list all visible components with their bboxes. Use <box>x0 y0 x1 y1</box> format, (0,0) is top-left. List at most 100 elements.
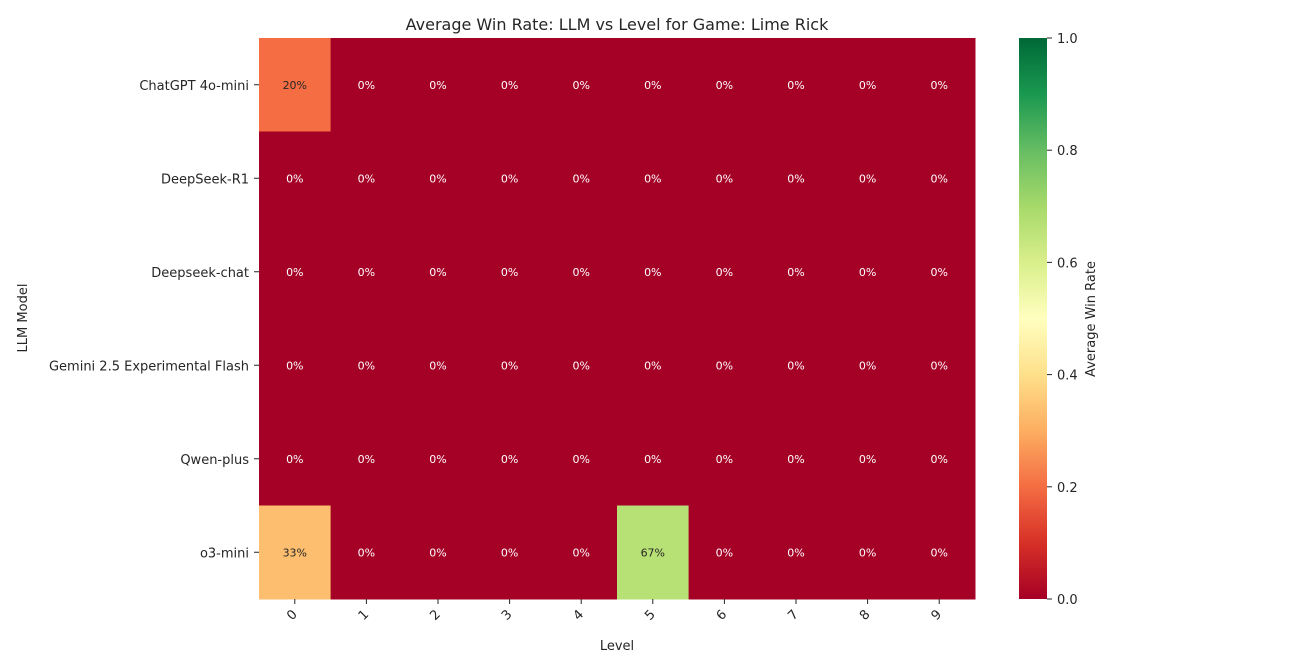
cell-value-label: 0% <box>644 172 661 185</box>
heatmap-cells <box>259 38 976 600</box>
heatmap-cell <box>402 505 475 600</box>
heatmap-cell <box>903 38 976 132</box>
heatmap-cell <box>688 318 761 413</box>
heatmap-cell <box>688 131 761 226</box>
cell-value-label: 0% <box>429 172 446 185</box>
heatmap-cell-labels: 20% 0% 0% 0% 0% 0% 0% 0% 0% 0% 0% 0% 0% 0% 0% 0% 0% 0% 0% 0… <box>283 79 948 560</box>
heatmap-cell <box>330 131 403 226</box>
heatmap-cell <box>545 38 618 132</box>
cell-value-label: 0% <box>859 359 876 372</box>
cell-value-label: 0% <box>644 79 661 92</box>
cell-value-label: 0% <box>930 359 947 372</box>
y-tick-label: DeepSeek-R1 <box>161 172 249 187</box>
heatmap-cell <box>760 505 833 600</box>
cell-value-label: 0% <box>286 359 303 372</box>
chart-title: Average Win Rate: LLM vs Level for Game:… <box>406 15 829 34</box>
colorbar: 0.0 0.2 0.4 0.6 0.8 1.0 Average Win Rate <box>1019 32 1099 608</box>
heatmap-cell <box>831 225 904 319</box>
cell-value-label: 0% <box>429 266 446 279</box>
cell-value-label: 0% <box>358 266 375 279</box>
heatmap-cell <box>617 505 690 600</box>
cell-value-label: 20% <box>283 79 307 92</box>
heatmap-cell <box>617 318 690 413</box>
heatmap-cell <box>688 38 761 132</box>
y-tick-label: Gemini 2.5 Experimental Flash <box>49 359 249 374</box>
heatmap-cell <box>545 131 618 226</box>
cell-value-label: 0% <box>716 79 733 92</box>
cell-value-label: 0% <box>859 172 876 185</box>
cell-value-label: 0% <box>859 79 876 92</box>
heatmap-cell <box>617 131 690 226</box>
heatmap-cell <box>545 505 618 600</box>
cell-value-label: 0% <box>930 453 947 466</box>
x-tick-label: 7 <box>785 607 801 623</box>
heatmap-cell <box>259 38 332 132</box>
colorbar-tick-label: 0.2 <box>1057 481 1078 496</box>
heatmap-cell <box>330 412 403 506</box>
heatmap-cell <box>688 412 761 506</box>
y-axis-ticks: ChatGPT 4o-mini DeepSeek-R1 Deepseek-chat G… <box>49 79 259 561</box>
heatmap-cell <box>617 412 690 506</box>
cell-value-label: 0% <box>930 79 947 92</box>
colorbar-gradient <box>1019 38 1047 599</box>
heatmap-cell <box>903 505 976 600</box>
cell-value-label: 0% <box>286 266 303 279</box>
colorbar-tick-label: 1.0 <box>1057 32 1078 47</box>
x-tick-label: 6 <box>714 607 730 623</box>
heatmap-cell <box>688 225 761 319</box>
colorbar-tick-label: 0.8 <box>1057 144 1078 159</box>
heatmap-cell <box>473 131 546 226</box>
cell-value-label: 0% <box>572 546 589 559</box>
cell-value-label: 0% <box>787 453 804 466</box>
heatmap-cell <box>831 412 904 506</box>
cell-value-label: 0% <box>286 172 303 185</box>
x-tick-label: 3 <box>499 607 515 623</box>
cell-value-label: 0% <box>572 359 589 372</box>
heatmap-cell <box>760 412 833 506</box>
heatmap-cell <box>473 225 546 319</box>
cell-value-label: 0% <box>859 546 876 559</box>
heatmap-cell <box>402 318 475 413</box>
heatmap-cell <box>473 318 546 413</box>
x-tick-label: 5 <box>642 607 658 623</box>
heatmap-cell <box>617 225 690 319</box>
cell-value-label: 0% <box>644 359 661 372</box>
cell-value-label: 0% <box>716 172 733 185</box>
cell-value-label: 0% <box>859 453 876 466</box>
cell-value-label: 0% <box>501 266 518 279</box>
cell-value-label: 67% <box>641 546 665 559</box>
cell-value-label: 0% <box>787 359 804 372</box>
heatmap-cell <box>330 38 403 132</box>
heatmap-cell <box>330 505 403 600</box>
heatmap-cell <box>330 318 403 413</box>
cell-value-label: 0% <box>787 79 804 92</box>
heatmap-cell <box>831 131 904 226</box>
x-tick-label: 8 <box>857 607 873 623</box>
cell-value-label: 0% <box>787 266 804 279</box>
x-axis-ticks: 0 1 2 3 4 5 6 7 8 9 <box>284 599 945 624</box>
cell-value-label: 0% <box>930 172 947 185</box>
cell-value-label: 0% <box>501 79 518 92</box>
cell-value-label: 0% <box>787 546 804 559</box>
x-tick-label: 1 <box>356 607 372 623</box>
cell-value-label: 0% <box>501 359 518 372</box>
cell-value-label: 0% <box>572 266 589 279</box>
heatmap-cell <box>259 225 332 319</box>
cell-value-label: 0% <box>716 266 733 279</box>
cell-value-label: 0% <box>358 79 375 92</box>
heatmap-cell <box>903 131 976 226</box>
heatmap-cell <box>831 505 904 600</box>
cell-value-label: 0% <box>501 172 518 185</box>
heatmap-cell <box>903 318 976 413</box>
heatmap-cell <box>402 225 475 319</box>
heatmap-cell <box>473 38 546 132</box>
cell-value-label: 0% <box>501 453 518 466</box>
cell-value-label: 0% <box>716 359 733 372</box>
cell-value-label: 0% <box>429 79 446 92</box>
heatmap-cell <box>330 225 403 319</box>
heatmap-cell <box>402 38 475 132</box>
heatmap-cell <box>473 505 546 600</box>
colorbar-tick-label: 0.0 <box>1057 593 1078 608</box>
x-tick-label: 4 <box>571 607 587 623</box>
x-tick-label: 2 <box>427 607 443 623</box>
